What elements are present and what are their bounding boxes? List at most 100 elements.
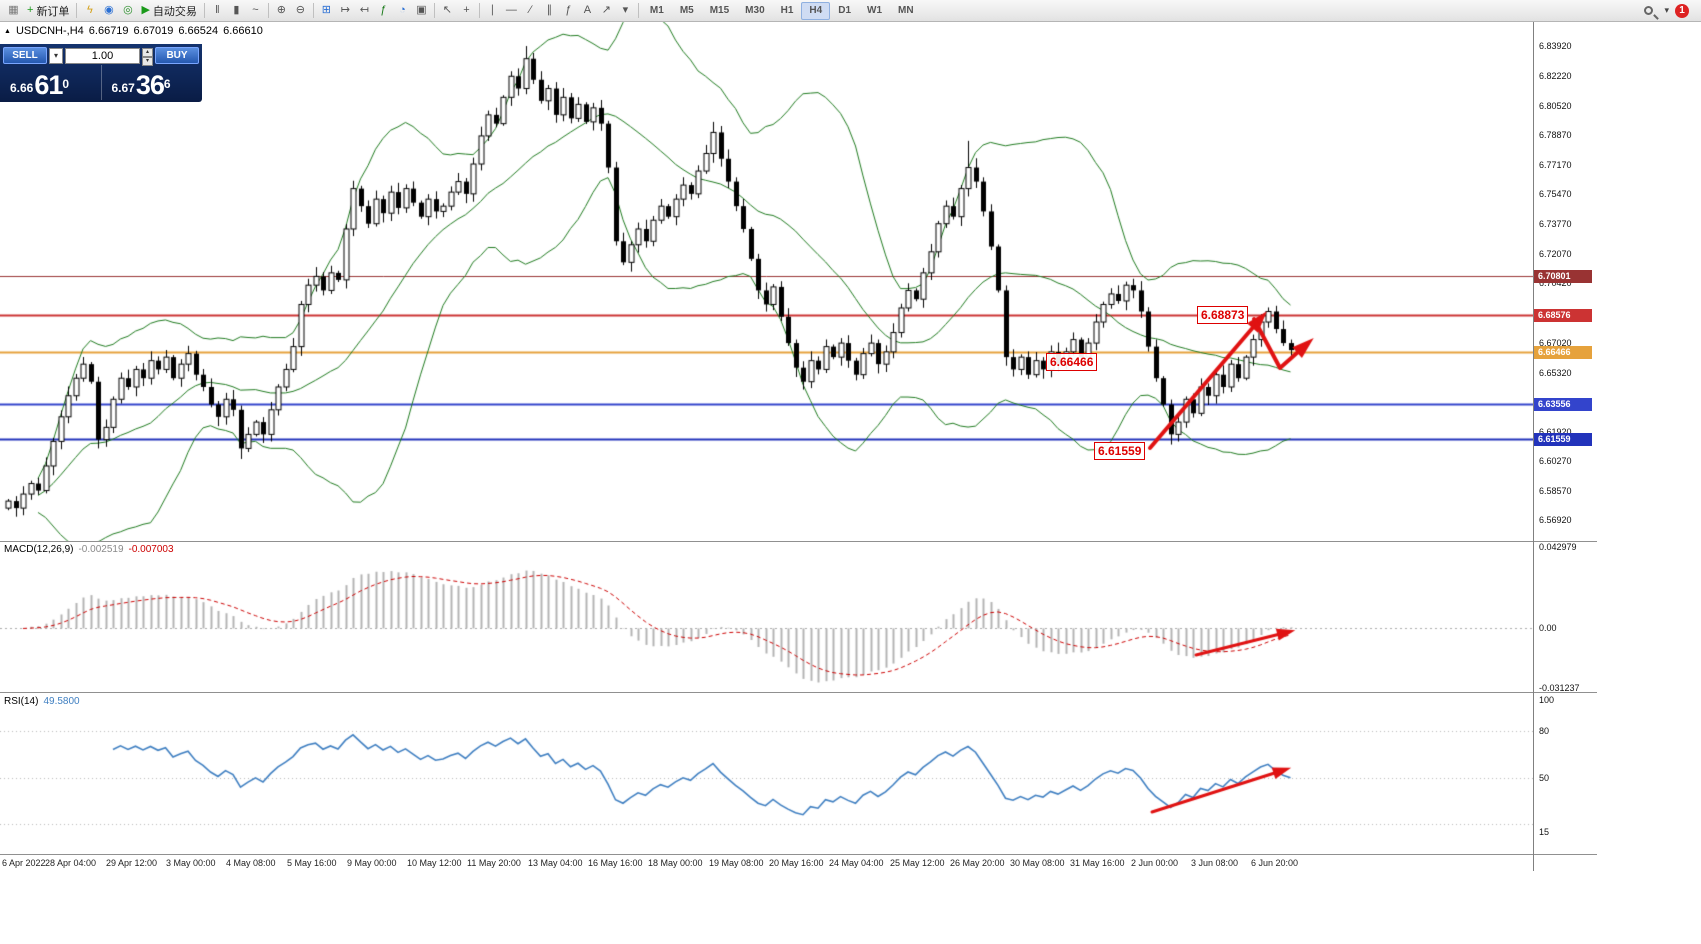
rsi-panel-canvas[interactable] [0,694,1533,855]
toolbar-separator [267,3,269,18]
market-watch-icon-glyph: ◉ [104,4,114,16]
toolbar-right: ▾ 1 [1639,2,1697,20]
line-chart-icon-glyph: ~ [252,4,259,16]
chart-window-icon[interactable]: ▦ [4,2,23,20]
indicators-icon[interactable]: ƒ [374,2,393,20]
volume-stepper[interactable]: ▴ ▾ [142,47,153,66]
buy-button[interactable]: BUY [155,47,199,64]
time-axis-label: 3 May 00:00 [166,858,216,868]
price-annotation-box[interactable]: 6.68873 [1197,306,1249,324]
time-axis-label: 4 May 08:00 [226,858,276,868]
price-scale-tick: 6.78870 [1539,129,1572,140]
time-axis-label: 30 May 08:00 [1010,858,1065,868]
price-scale[interactable]: 6.83920 6.82220 6.80520 6.78870 6.77170 6.754… [1534,22,1597,871]
timeframe-m5[interactable]: M5 [672,2,702,20]
auto-scroll-icon[interactable]: ↦ [336,2,355,20]
price-scale-tick: 6.58570 [1539,486,1572,497]
timeframe-h1[interactable]: H1 [773,2,802,20]
zoom-out-icon[interactable]: ⊖ [291,2,310,20]
navigator-icon-glyph: ◎ [123,4,133,16]
rsi-label: RSI(14) 49.5800 [4,696,80,707]
chart-high: 6.67019 [133,25,174,37]
sell-button[interactable]: SELL [3,47,47,64]
zoom-in-icon[interactable]: ⊕ [272,2,291,20]
navigator-icon[interactable]: ◎ [118,2,137,20]
arrows-icon[interactable]: ↗ [597,2,616,20]
price-scale-tick: 6.56920 [1539,515,1572,526]
volume-dropdown[interactable]: ▾ [49,47,63,64]
rsi-scale-tick: 50 [1539,772,1550,783]
timeframe-m15[interactable]: M15 [702,2,737,20]
volume-step-down-icon[interactable]: ▾ [142,56,153,66]
trendline-icon[interactable]: ∕ [521,2,540,20]
tile-windows-icon-glyph: ⊞ [321,4,332,16]
candlestick-chart-icon[interactable]: ▮ [227,2,246,20]
crosshair-icon-glyph: + [463,4,470,16]
notification-badge[interactable]: 1 [1675,3,1689,18]
panel-separator[interactable] [0,692,1597,693]
sell-price-sup: 0 [62,77,70,91]
fibonacci-icon[interactable]: ƒ [559,2,578,20]
horizontal-line-icon[interactable]: — [502,2,521,20]
shapes-dropdown-icon[interactable]: ▾ [616,2,635,20]
timeframe-d1-label: D1 [838,5,852,16]
bar-chart-icon[interactable]: ǁ [208,2,227,20]
time-axis[interactable]: 6 Apr 2022 28 Apr 04:00 29 Apr 12:00 3 May … [0,855,1533,871]
vertical-line-icon[interactable]: ∣ [483,2,502,20]
zoom-out-icon-glyph: ⊖ [295,4,306,16]
metaeditor-icon[interactable]: ϟ [80,2,99,20]
panel-separator [0,854,1597,855]
buy-price[interactable]: 6.67 36 6 [100,65,203,100]
buy-price-sup: 6 [163,77,171,91]
timeframe-m15-label: M15 [709,5,730,16]
candlestick-chart-icon-glyph: ▮ [233,4,240,16]
main-chart-canvas[interactable] [0,22,1533,542]
price-annotation-box[interactable]: 6.61559 [1094,442,1146,460]
macd-label: MACD(12,26,9) -0.002519 -0.007003 [4,544,174,555]
new-order-button[interactable]: + 新订单 [23,2,73,20]
timeframe-m30[interactable]: M30 [737,2,772,20]
market-watch-icon[interactable]: ◉ [99,2,118,20]
price-scale-tick: 6.77170 [1539,159,1572,170]
channel-icon-glyph: ∥ [546,4,553,16]
price-scale-tick: 6.61920 [1539,427,1572,437]
macd-panel-canvas[interactable] [0,542,1533,692]
sell-price[interactable]: 6.66 61 0 [0,65,101,100]
text-icon[interactable]: A [578,2,597,20]
toolbar-separator [433,3,435,18]
price-scale-tick: 6.75470 [1539,189,1572,200]
shapes-dropdown-icon-glyph: ▾ [622,4,629,16]
timeframe-d1[interactable]: D1 [830,2,859,20]
cursor-icon[interactable]: ↖ [438,2,457,20]
time-axis-label: 24 May 04:00 [829,858,884,868]
periods-icon[interactable]: ◔ [393,2,412,20]
panel-separator[interactable] [0,541,1597,542]
templates-icon[interactable]: ▣ [412,2,431,20]
sell-price-small: 6.66 [10,81,34,95]
cursor-icon-glyph: ↖ [442,4,453,16]
volume-step-up-icon[interactable]: ▴ [142,47,153,57]
timeframe-m5-label: M5 [679,5,694,16]
tile-windows-icon[interactable]: ⊞ [317,2,336,20]
zoom-in-icon-glyph: ⊕ [276,4,287,16]
autotrading-button[interactable]: ▶ 自动交易 [137,2,200,20]
line-chart-icon[interactable]: ~ [246,2,265,20]
timeframe-m1-label: M1 [649,5,664,16]
timeframe-m1[interactable]: M1 [642,2,672,20]
time-axis-label: 20 May 16:00 [769,858,824,868]
toolbar-separator [76,3,78,18]
timeframe-w1[interactable]: W1 [859,2,890,20]
chart-shift-icon[interactable]: ↤ [355,2,374,20]
time-axis-label: 25 May 12:00 [890,858,945,868]
price-annotation-box[interactable]: 6.66466 [1046,353,1098,371]
time-axis-label: 6 Apr 2022 [2,858,46,868]
timeframe-mn[interactable]: MN [890,2,922,20]
search-dropdown-icon[interactable]: ▾ [1664,5,1669,15]
chart-title-marker-icon: ▲ [4,27,11,35]
timeframe-h4[interactable]: H4 [801,1,831,20]
channel-icon[interactable]: ∥ [540,2,559,20]
search-button[interactable] [1639,2,1658,20]
volume-input[interactable] [65,47,140,64]
price-level-tag: 6.63556 [1534,397,1592,411]
crosshair-icon[interactable]: + [457,2,476,20]
